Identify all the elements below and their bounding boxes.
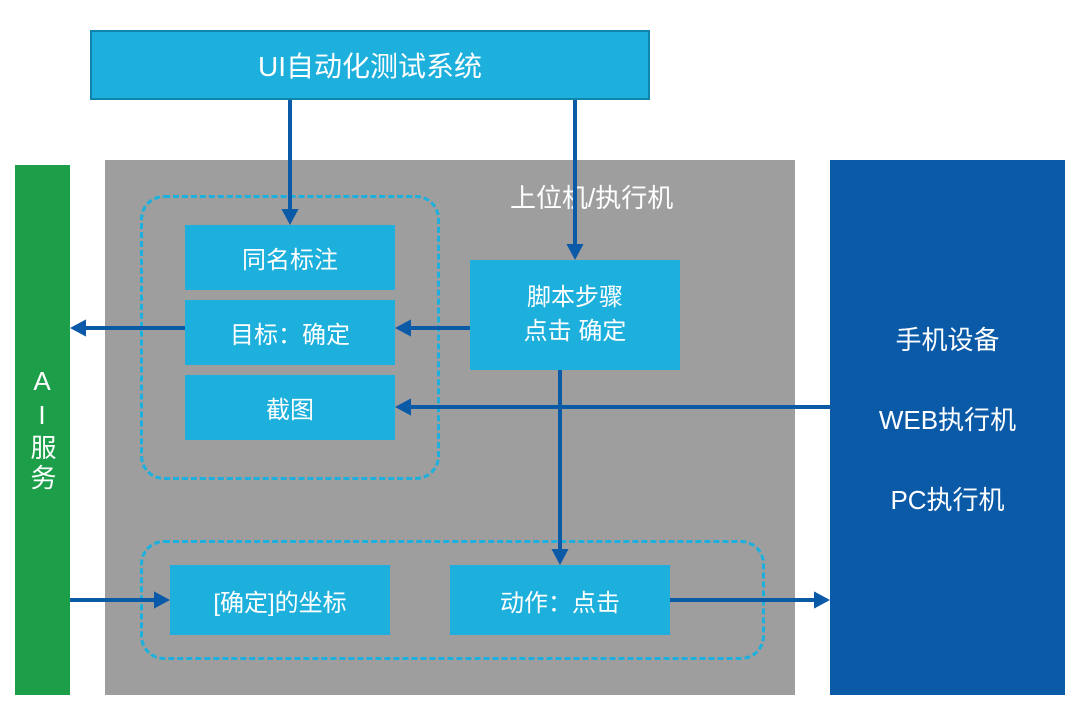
action-node: 动作：点击 <box>450 565 670 635</box>
target-node-label: 目标：确定 <box>230 315 350 350</box>
coord-node-label: [确定]的坐标 <box>213 583 346 618</box>
devices-item: PC执行机 <box>830 480 1065 517</box>
devices-item: 手机设备 <box>830 320 1065 357</box>
ai-service-label: AI服务 <box>24 366 61 494</box>
coord-node: [确定]的坐标 <box>170 565 390 635</box>
edge-target-ai-head <box>70 319 86 336</box>
devices-item: WEB执行机 <box>830 400 1065 437</box>
screenshot-node-label: 截图 <box>266 390 314 425</box>
top-banner-label: UI自动化测试系统 <box>258 45 482 85</box>
annotate-node-label: 同名标注 <box>242 240 338 275</box>
script-step-line1: 脚本步骤 <box>527 281 623 315</box>
screenshot-node: 截图 <box>185 375 395 440</box>
devices-panel: 手机设备 WEB执行机 PC执行机 <box>830 160 1065 695</box>
edge-action-devices-head <box>814 591 830 608</box>
target-node: 目标：确定 <box>185 300 395 365</box>
annotate-node: 同名标注 <box>185 225 395 290</box>
script-step-line2: 点击 确定 <box>524 315 627 349</box>
script-step-node: 脚本步骤点击 确定 <box>470 260 680 370</box>
ai-service-panel: AI服务 <box>15 165 70 695</box>
top-banner: UI自动化测试系统 <box>90 30 650 100</box>
host-executor-label: 上位机/执行机 <box>510 178 673 215</box>
action-node-label: 动作：点击 <box>500 583 620 618</box>
